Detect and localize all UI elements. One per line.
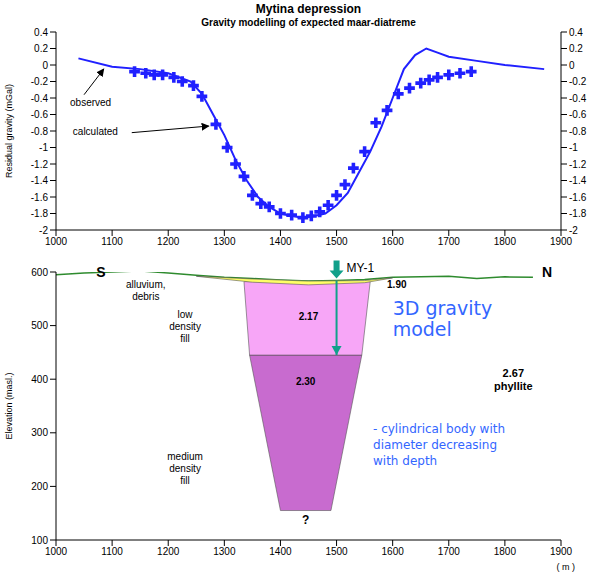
svg-text:mediumdensityfill: mediumdensityfill xyxy=(167,451,203,486)
svg-text:3D gravitymodel: 3D gravitymodel xyxy=(393,297,493,340)
svg-text:1500: 1500 xyxy=(325,236,348,247)
svg-text:1500: 1500 xyxy=(325,546,348,557)
svg-text:1600: 1600 xyxy=(382,546,405,557)
svg-text:S: S xyxy=(96,264,105,280)
svg-text:1200: 1200 xyxy=(157,236,180,247)
svg-text:1800: 1800 xyxy=(494,236,517,247)
svg-text:1900: 1900 xyxy=(550,546,573,557)
svg-text:1000: 1000 xyxy=(45,546,68,557)
svg-text:-1.4: -1.4 xyxy=(31,175,49,186)
svg-text:-0.4: -0.4 xyxy=(569,93,587,104)
svg-text:-1.6: -1.6 xyxy=(569,192,587,203)
svg-text:-1.6: -1.6 xyxy=(31,192,49,203)
svg-text:-0.6: -0.6 xyxy=(569,109,587,120)
svg-text:-0.6: -0.6 xyxy=(31,109,49,120)
svg-text:1600: 1600 xyxy=(382,236,405,247)
svg-text:2.67phyllite: 2.67phyllite xyxy=(494,367,533,392)
svg-text:-1.4: -1.4 xyxy=(569,175,587,186)
svg-text:2.30: 2.30 xyxy=(296,376,316,387)
svg-text:- cylindrical body withdiamete: - cylindrical body withdiameter decreasi… xyxy=(373,422,505,468)
svg-text:0.4: 0.4 xyxy=(34,27,48,38)
svg-text:100: 100 xyxy=(31,535,48,546)
svg-text:0: 0 xyxy=(569,60,575,71)
svg-text:-1.2: -1.2 xyxy=(569,159,587,170)
svg-text:600: 600 xyxy=(31,267,48,278)
svg-text:1400: 1400 xyxy=(269,546,292,557)
svg-text:Elevation (masl.): Elevation (masl.) xyxy=(4,372,14,439)
svg-text:2.17: 2.17 xyxy=(299,311,319,322)
svg-text:-1: -1 xyxy=(569,142,578,153)
svg-text:Gravity modelling of expected: Gravity modelling of expected maar-diatr… xyxy=(201,17,416,28)
svg-text:1700: 1700 xyxy=(438,236,461,247)
svg-text:-0.8: -0.8 xyxy=(31,126,49,137)
svg-text:-1: -1 xyxy=(39,142,48,153)
svg-text:-2: -2 xyxy=(569,225,578,236)
svg-text:1100: 1100 xyxy=(101,546,123,557)
svg-text:500: 500 xyxy=(31,320,48,331)
svg-text:1000: 1000 xyxy=(45,236,68,247)
svg-text:1900: 1900 xyxy=(550,236,573,247)
svg-text:-0.2: -0.2 xyxy=(569,76,587,87)
svg-text:1.90: 1.90 xyxy=(387,279,407,290)
svg-text:-2: -2 xyxy=(39,225,48,236)
svg-text:observed: observed xyxy=(70,97,111,108)
svg-text:-1.8: -1.8 xyxy=(31,208,49,219)
svg-text:-1.8: -1.8 xyxy=(569,208,587,219)
svg-text:1300: 1300 xyxy=(213,236,236,247)
svg-text:-0.4: -0.4 xyxy=(31,93,49,104)
svg-text:Residual gravity (mGal): Residual gravity (mGal) xyxy=(4,84,14,178)
svg-text:200: 200 xyxy=(31,481,48,492)
svg-text:300: 300 xyxy=(31,427,48,438)
svg-text:0.2: 0.2 xyxy=(569,43,583,54)
svg-text:1800: 1800 xyxy=(494,546,517,557)
svg-text:?: ? xyxy=(302,513,309,527)
svg-text:MY-1: MY-1 xyxy=(347,261,375,275)
svg-text:N: N xyxy=(542,264,552,280)
svg-text:0: 0 xyxy=(42,60,48,71)
svg-text:0.2: 0.2 xyxy=(34,43,48,54)
svg-text:1200: 1200 xyxy=(157,546,180,557)
svg-text:-1.2: -1.2 xyxy=(31,159,49,170)
svg-text:1300: 1300 xyxy=(213,546,236,557)
svg-text:0.4: 0.4 xyxy=(569,27,583,38)
svg-text:-0.8: -0.8 xyxy=(569,126,587,137)
svg-text:1400: 1400 xyxy=(269,236,292,247)
svg-text:calculated: calculated xyxy=(73,126,118,137)
svg-text:Mytina depression: Mytina depression xyxy=(256,2,361,16)
svg-text:lowdensityfill: lowdensityfill xyxy=(169,309,201,344)
svg-text:400: 400 xyxy=(31,374,48,385)
svg-text:1100: 1100 xyxy=(101,236,123,247)
svg-text:-0.2: -0.2 xyxy=(31,76,49,87)
svg-text:alluvium,debris: alluvium,debris xyxy=(126,279,165,302)
svg-text:( m ): ( m ) xyxy=(557,562,576,572)
svg-text:1700: 1700 xyxy=(438,546,461,557)
